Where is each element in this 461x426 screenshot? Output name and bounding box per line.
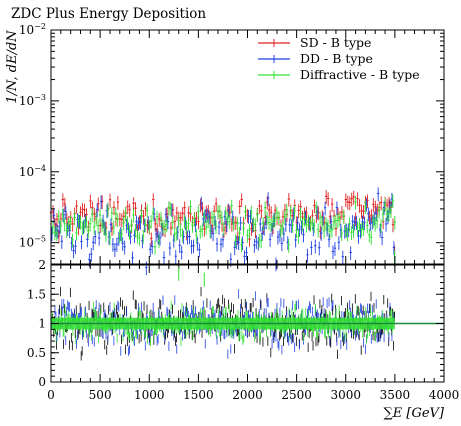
- x-axis-label: ∑E [GeV]: [383, 406, 444, 421]
- x-tick-label: 500: [89, 388, 112, 402]
- x-tick-label: 2500: [281, 388, 312, 402]
- x-tick-label: 1000: [134, 388, 165, 402]
- ratio-y-tick-label: 0.5: [27, 346, 46, 360]
- ratio-y-tick-label: 1: [38, 317, 46, 331]
- main-frame: [50, 29, 445, 265]
- x-tick-label: 4000: [429, 388, 460, 402]
- chart-title: ZDC Plus Energy Deposition: [11, 6, 206, 22]
- legend-label: Diffractive - B type: [300, 67, 420, 82]
- ratio-y-tick-label: 1.5: [27, 287, 46, 301]
- series-0-markers: [49, 190, 396, 263]
- y-axis-label: 1/N, dE/dN: [5, 30, 20, 104]
- x-tick-label: 2000: [232, 388, 263, 402]
- series-1-markers: [50, 187, 396, 276]
- x-tick-label: 0: [47, 388, 55, 402]
- x-tick-label: 3500: [380, 388, 411, 402]
- y-tick-label: 10−2: [19, 22, 46, 37]
- y-tick-label: 10−5: [19, 235, 46, 250]
- y-tick-label: 10−4: [19, 164, 46, 179]
- x-tick-label: 3000: [330, 388, 361, 402]
- legend-label: SD - B type: [300, 35, 371, 50]
- ratio-plot: 0 500 1000 1500 2000 2500 3000 3500 4000 0 0.5 1 1.5…: [27, 258, 459, 402]
- y-tick-label: 10−3: [19, 93, 46, 108]
- main-plot: 10−2 10−3 10−4 10−5: [19, 22, 445, 382]
- x-tick-label: 1500: [183, 388, 214, 402]
- ratio-y-tick-label: 2: [38, 258, 46, 272]
- ratio-y-tick-label: 0: [38, 375, 46, 389]
- legend-label: DD - B type: [300, 51, 373, 66]
